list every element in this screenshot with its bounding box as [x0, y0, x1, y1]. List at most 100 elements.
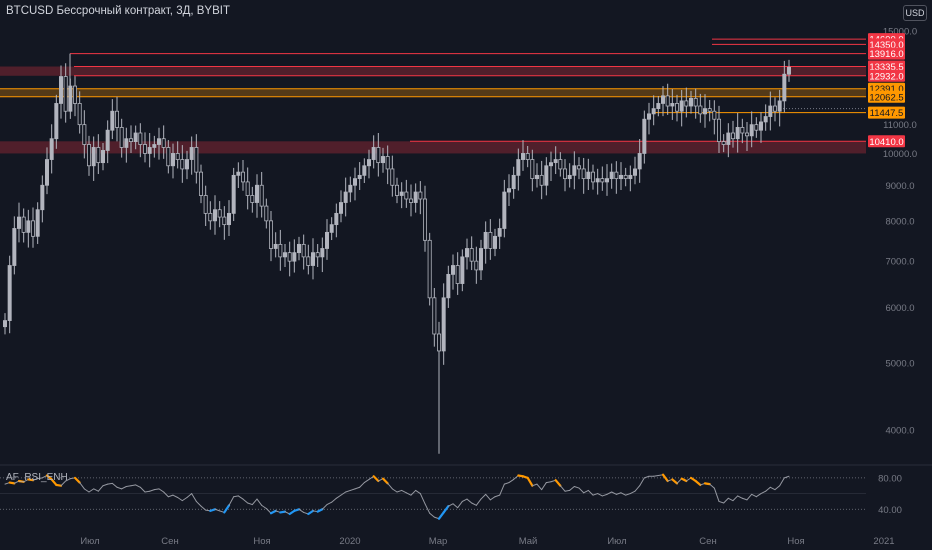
candle-body — [352, 178, 357, 186]
x-tick-label: Сен — [699, 536, 716, 547]
rsi-segment — [149, 489, 155, 492]
candle-body — [301, 243, 306, 258]
rsi-segment — [83, 488, 90, 493]
candle-body — [310, 252, 315, 266]
candle-body — [446, 273, 451, 299]
candle-body — [306, 256, 311, 266]
rsi-segment — [671, 478, 679, 485]
candle-body — [21, 216, 26, 233]
candle-body — [670, 103, 675, 107]
rsi-segment — [135, 484, 141, 488]
rsi-segment — [709, 483, 715, 489]
rsi-segment — [116, 486, 123, 490]
rsi-segment — [643, 475, 650, 479]
candle-body — [787, 66, 792, 75]
candle-body — [768, 105, 773, 117]
rsi-segment — [387, 482, 393, 490]
candle-body — [577, 165, 582, 170]
rsi-segment — [79, 482, 85, 490]
rsi-segment — [723, 497, 729, 504]
rsi-segment — [424, 503, 431, 514]
rsi-segment — [680, 477, 688, 483]
candle-body — [12, 228, 17, 266]
candle-body — [703, 108, 708, 115]
rsi-segment — [372, 475, 380, 483]
rsi-segment — [345, 489, 351, 493]
currency-button[interactable]: USD — [903, 5, 927, 21]
candle-body — [128, 138, 133, 142]
rsi-segment — [661, 473, 669, 483]
candle-body — [605, 178, 610, 183]
candle-body — [156, 138, 161, 145]
candle-body — [189, 147, 194, 160]
rsi-segment — [269, 509, 277, 515]
candle-body — [595, 178, 600, 183]
rsi-segment — [419, 493, 426, 505]
rsi-segment — [233, 495, 239, 498]
candle-body — [558, 159, 563, 170]
candle-body — [208, 212, 213, 222]
rsi-segment — [242, 498, 249, 504]
candle-body — [212, 209, 217, 222]
y-tick-label: 11000.0 — [883, 120, 917, 131]
candle-body — [782, 73, 787, 102]
rsi-segment — [573, 486, 580, 489]
price-level-label: 14350.0 — [869, 40, 903, 51]
rsi-segment — [321, 504, 328, 510]
y-tick-label: 10000.0 — [883, 149, 917, 160]
candle-body — [633, 168, 638, 176]
candle-body — [77, 103, 82, 126]
candle-body — [282, 252, 287, 258]
rsi-segment — [111, 482, 118, 488]
candle-body — [563, 168, 568, 180]
price-level-label: 12932.0 — [869, 71, 903, 82]
rsi-segment — [718, 500, 725, 504]
candle-body — [343, 191, 348, 203]
rsi-segment — [326, 501, 333, 506]
rsi-segment — [634, 485, 641, 492]
rsi-segment — [73, 476, 81, 484]
candle-body — [394, 184, 399, 196]
candle-body — [530, 159, 535, 180]
rsi-segment — [256, 498, 263, 506]
rsi-segment — [447, 503, 454, 507]
candle-body — [296, 243, 301, 254]
rsi-segment — [611, 491, 617, 495]
candle-body — [661, 95, 666, 104]
rsi-segment — [760, 490, 767, 495]
rsi-segment — [158, 488, 165, 493]
candle-body — [184, 159, 189, 170]
rsi-segment — [102, 483, 109, 487]
candle-body — [49, 138, 54, 160]
rsi-segment — [541, 482, 547, 491]
candle-body — [240, 171, 245, 183]
candle-body — [609, 171, 614, 180]
price-zone-resistance — [0, 66, 866, 76]
price-level-label: 12062.5 — [869, 92, 903, 103]
candle-body — [147, 147, 152, 154]
rsi-segment — [457, 500, 463, 509]
rsi-segment — [247, 502, 253, 506]
candle-body — [110, 110, 115, 131]
y-tick-label: 4000.0 — [885, 426, 914, 437]
candle-body — [231, 174, 236, 214]
candle-body — [96, 147, 101, 164]
candle-body — [698, 105, 703, 115]
rsi-segment — [172, 494, 179, 498]
y-tick-label: 6000.0 — [885, 303, 914, 314]
candle-body — [329, 224, 334, 233]
candle-body — [675, 103, 680, 112]
rsi-segment — [55, 483, 63, 487]
candle-body — [404, 191, 409, 200]
candle-body — [264, 205, 269, 222]
rsi-segment — [401, 489, 407, 494]
candle-body — [581, 168, 586, 180]
candle-body — [679, 100, 684, 112]
x-tick-label: Июл — [607, 536, 626, 547]
candle-body — [521, 153, 526, 160]
candle-body — [278, 243, 283, 258]
rsi-segment — [437, 511, 445, 520]
rsi-segment — [774, 485, 781, 491]
rsi-segment — [37, 477, 43, 480]
